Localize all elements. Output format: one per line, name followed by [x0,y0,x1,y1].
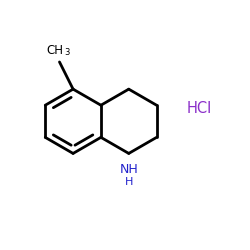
Text: CH: CH [46,44,63,57]
Text: H: H [124,177,133,187]
Text: 3: 3 [64,48,70,57]
Text: HCl: HCl [186,102,212,116]
Text: NH: NH [119,163,138,176]
